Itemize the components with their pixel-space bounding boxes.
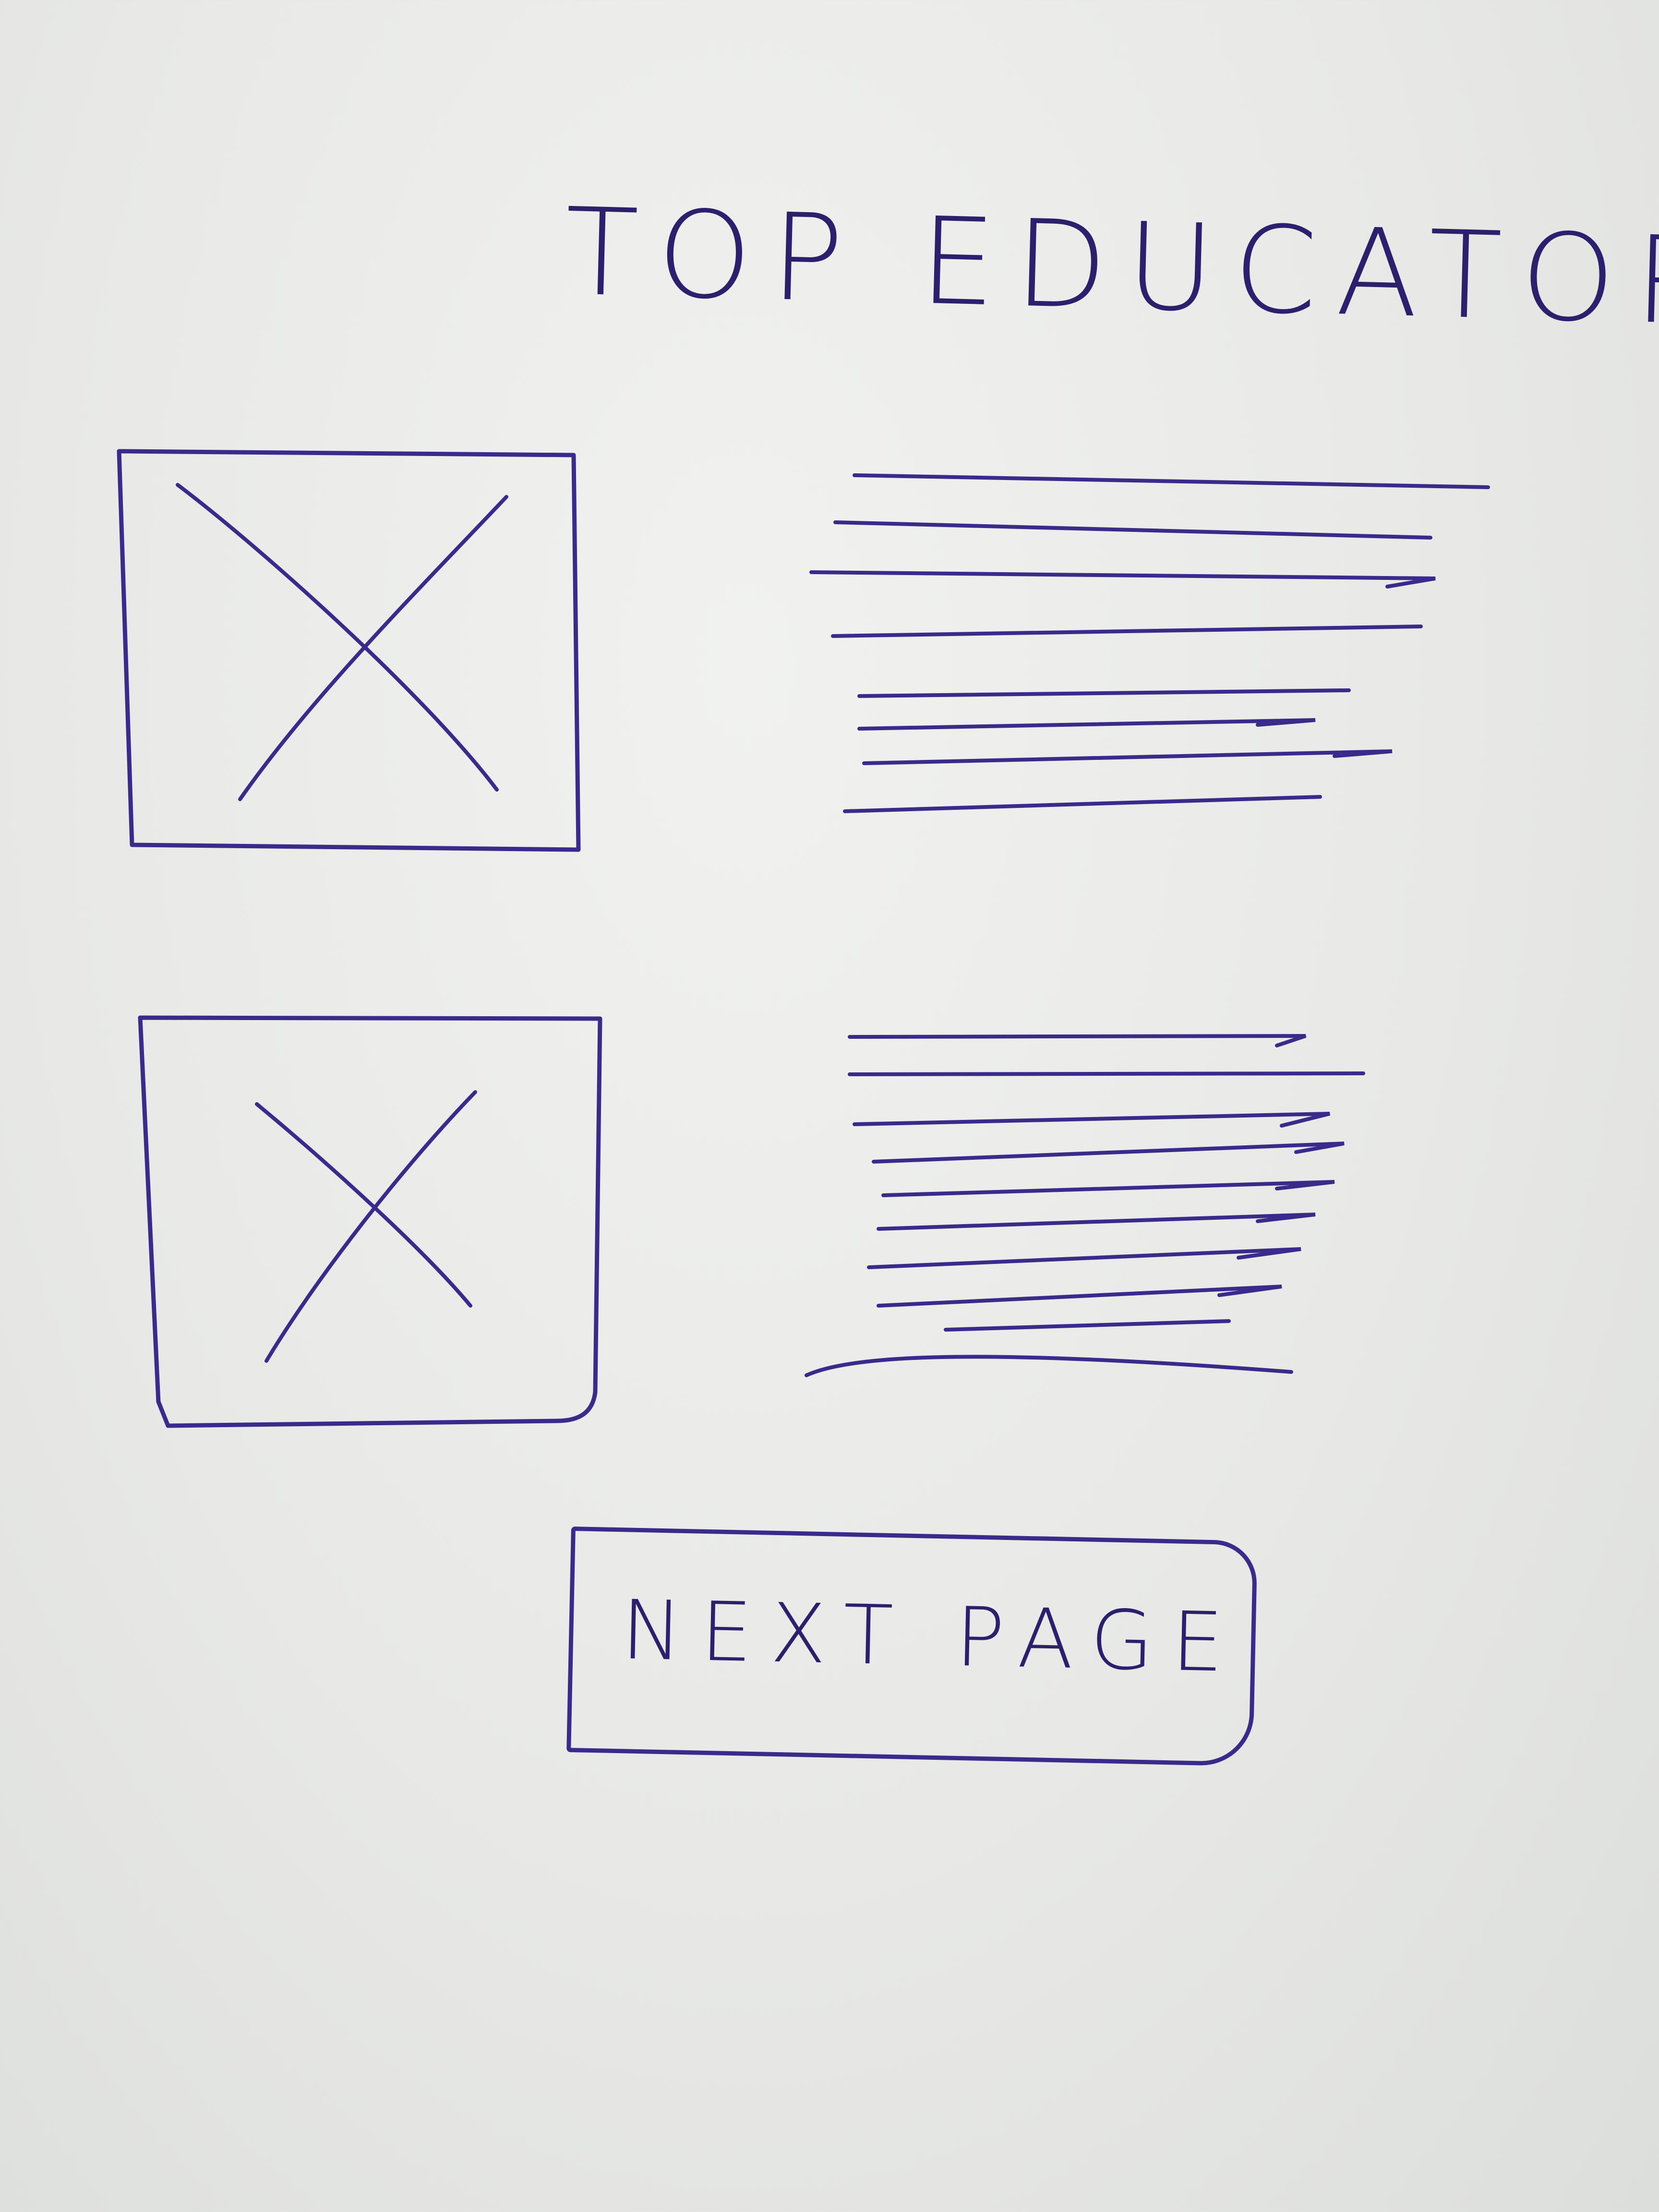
image-placeholder-icon (138, 1015, 602, 1428)
text-placeholder-lines (809, 473, 1490, 813)
educator-1-text (797, 461, 1498, 826)
educator-1-image[interactable] (110, 442, 590, 864)
next-page-button-label: NEXT PAGE (620, 1583, 1243, 1691)
page-title: TOP EDUCATORS (563, 182, 1659, 355)
next-page-button[interactable]: NEXT PAGE (566, 1527, 1258, 1767)
educator-2-image[interactable] (134, 1008, 614, 1440)
educator-2-text (797, 1018, 1421, 1402)
text-placeholder-lines (805, 1034, 1365, 1377)
image-placeholder-icon (117, 449, 581, 852)
